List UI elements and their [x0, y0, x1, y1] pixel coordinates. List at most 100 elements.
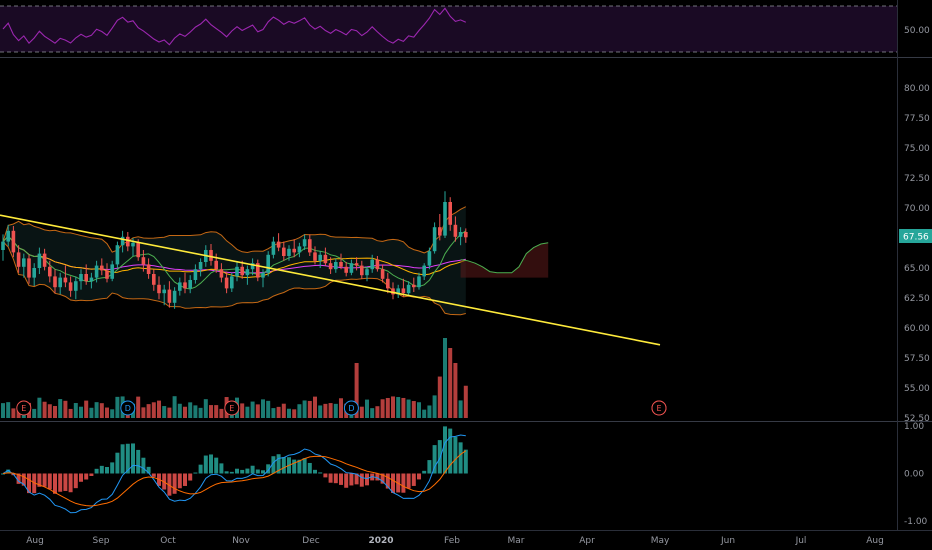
- volume-bar: [141, 407, 146, 418]
- price-tick-label: 80.00: [904, 84, 930, 94]
- dividend-marker[interactable]: [343, 400, 359, 416]
- macd-histogram-bar: [354, 473, 359, 485]
- candle-body: [172, 290, 177, 303]
- volume-bar: [105, 407, 109, 418]
- macd-histogram-bar: [136, 449, 141, 474]
- macd-histogram-bar: [359, 473, 364, 487]
- volume-bar: [198, 407, 203, 418]
- volume-bar: [427, 405, 432, 418]
- macd-histogram-bar: [463, 449, 468, 474]
- macd-histogram-bar: [125, 443, 130, 474]
- time-tick-label: 2020: [368, 536, 393, 546]
- volume-bar: [219, 408, 224, 418]
- candle-body: [188, 280, 192, 289]
- volume-bar: [432, 395, 437, 418]
- earnings-marker[interactable]: [16, 400, 32, 416]
- last-price-badge: [899, 229, 932, 243]
- cloud-area: [460, 242, 549, 278]
- volume-bar: [339, 398, 343, 418]
- macd-histogram-bar: [432, 445, 437, 474]
- candle-body: [386, 278, 390, 289]
- volume-bar: [214, 405, 219, 418]
- marker-label: D: [348, 404, 354, 413]
- candle-body: [292, 248, 296, 253]
- macd-histogram-bar: [385, 473, 390, 489]
- volume-bar: [42, 401, 47, 418]
- macd-histogram-bar: [391, 473, 395, 493]
- candle-body: [16, 252, 21, 267]
- candle-body: [349, 263, 354, 273]
- macd-histogram-bar: [99, 465, 104, 474]
- volume-bar: [188, 402, 193, 418]
- candle-body: [27, 258, 31, 278]
- candle-body: [162, 289, 166, 294]
- macd-histogram-bar: [47, 473, 52, 490]
- macd-histogram-bar: [339, 473, 343, 485]
- time-tick-label: Oct: [160, 536, 176, 546]
- macd-histogram-bar: [406, 473, 411, 489]
- trendline[interactable]: [0, 214, 661, 346]
- macd-histogram-bar: [380, 473, 385, 484]
- macd-histogram-bar: [307, 462, 312, 474]
- volume-bar: [73, 403, 78, 418]
- volume-bar: [255, 404, 260, 418]
- volume-bar: [32, 408, 37, 418]
- macd-histogram-bar: [344, 473, 349, 488]
- volume-bar: [417, 402, 421, 418]
- candle-body: [126, 236, 130, 247]
- candle-body: [89, 277, 94, 282]
- candle-body: [302, 239, 307, 247]
- volume-bar: [266, 400, 271, 418]
- volume-bar: [183, 406, 187, 418]
- price-tick-label: 72.50: [904, 174, 930, 184]
- macd-histogram-bar: [365, 473, 369, 486]
- macd-tick-label: -1.00: [904, 517, 928, 527]
- cloud-projection: [460, 242, 549, 278]
- candle-body: [141, 257, 146, 265]
- macd-histogram-bar: [21, 473, 26, 486]
- volume-bar: [94, 402, 99, 418]
- candle-body: [464, 232, 468, 238]
- macd-histogram-bar: [401, 473, 406, 493]
- macd-histogram-bar: [313, 469, 317, 474]
- candle-body: [266, 254, 270, 273]
- macd-histogram-bar: [16, 473, 21, 484]
- volume-bar: [151, 402, 156, 418]
- time-tick-label: Feb: [444, 536, 460, 546]
- volume-bar: [380, 399, 385, 418]
- macd-histogram-bar: [266, 464, 271, 474]
- candle-body: [308, 239, 312, 253]
- earnings-marker[interactable]: [651, 400, 667, 416]
- volume-bar: [250, 401, 255, 418]
- candle-body: [193, 269, 198, 280]
- dividend-marker[interactable]: [120, 400, 136, 416]
- price-tick-label: 60.00: [904, 324, 930, 334]
- candle-body: [334, 262, 338, 270]
- volume-bar: [47, 404, 52, 418]
- macd-histogram-bar: [422, 470, 427, 474]
- volume-bar: [261, 399, 265, 418]
- candle-body: [354, 263, 359, 266]
- volume-bar: [292, 409, 297, 418]
- volume-bar: [401, 397, 406, 418]
- volume-bar: [110, 409, 115, 418]
- time-axis[interactable]: Aug Sep Oct Nov Dec 2020 Feb Mar Apr May Jun Jul Aug: [26, 536, 884, 546]
- candle-body: [380, 269, 385, 279]
- candle-body: [94, 265, 99, 278]
- candle-body: [63, 277, 68, 283]
- macd-histogram-bar: [203, 455, 208, 474]
- candle-body: [120, 236, 125, 246]
- macd-histogram-bar: [427, 460, 432, 474]
- price-tick-label: 77.50: [904, 114, 930, 124]
- volume-bar: [11, 408, 16, 418]
- volume-bar: [193, 405, 198, 418]
- macd-histogram-bar: [375, 473, 380, 481]
- macd-histogram-bar: [146, 466, 151, 474]
- macd-histogram-bar: [261, 470, 265, 474]
- candle-body: [6, 230, 10, 242]
- volume-bar: [115, 396, 120, 418]
- earnings-marker[interactable]: [224, 400, 240, 416]
- price-tick-label: 52.50: [904, 414, 930, 424]
- event-markers: EDEDEE: [16, 400, 667, 416]
